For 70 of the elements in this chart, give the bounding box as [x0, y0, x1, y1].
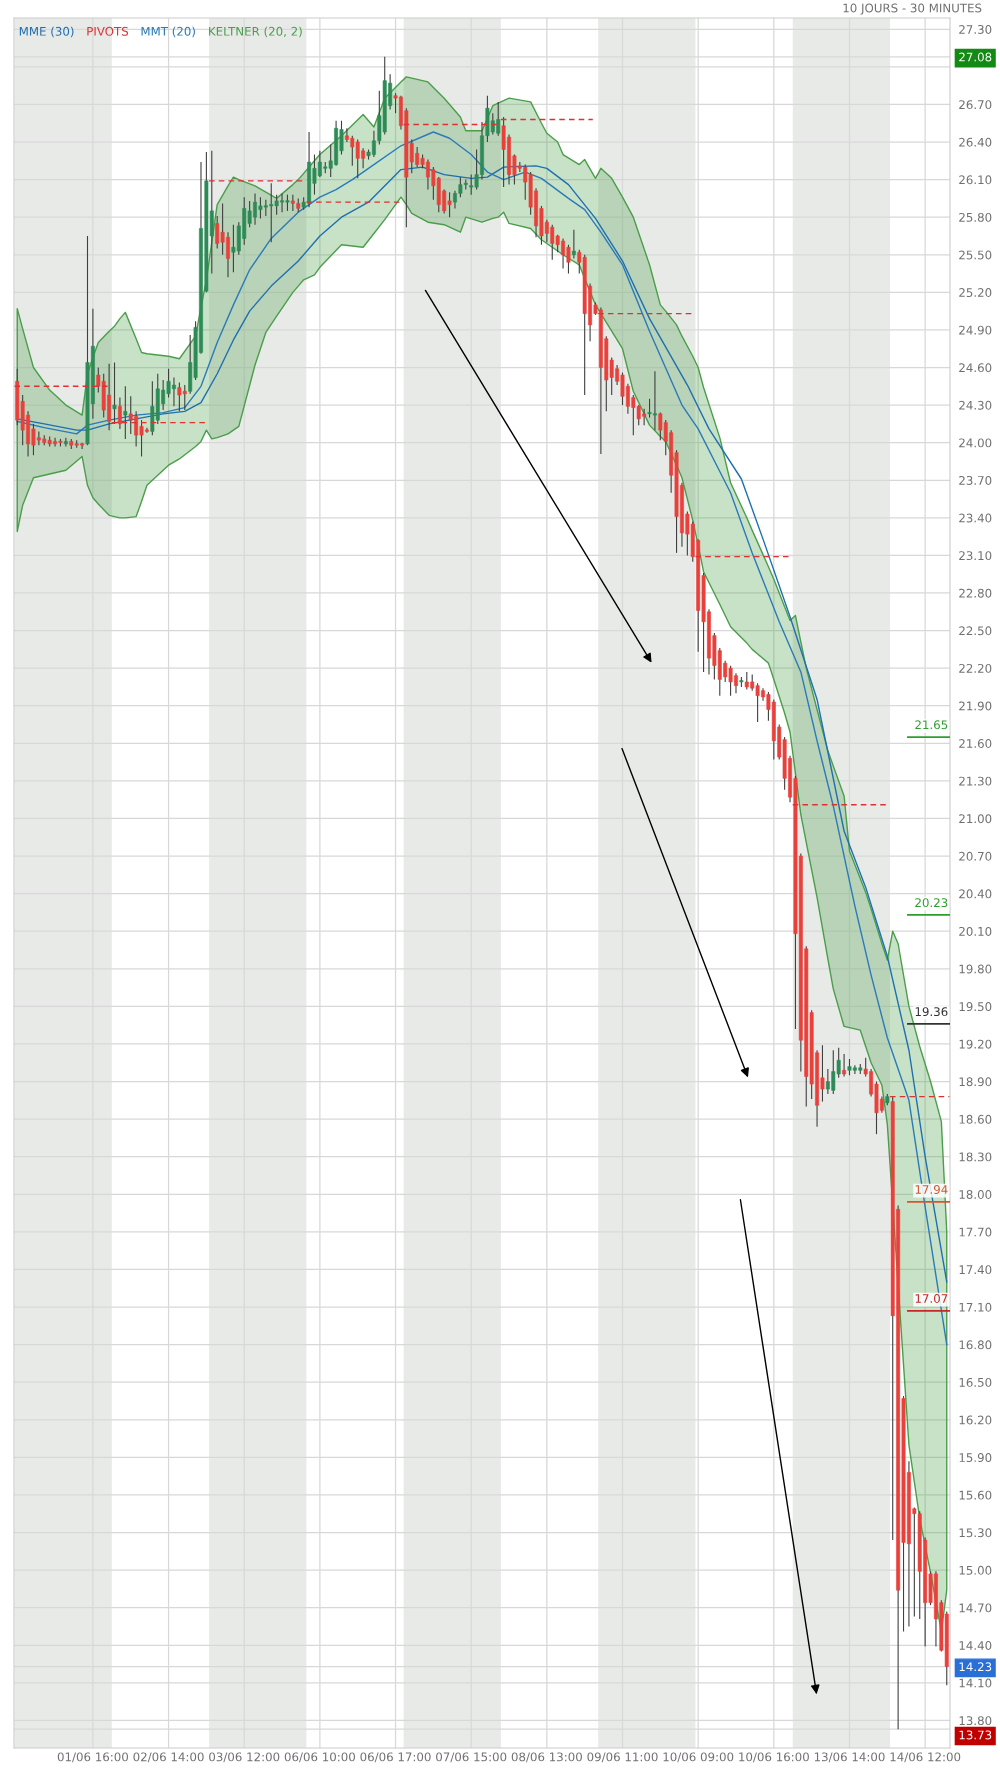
y-tick-label: 23.10: [959, 551, 992, 561]
y-tick-label: 23.70: [959, 475, 992, 485]
ref-line-label: 20.23: [915, 898, 948, 908]
x-tick-label: 10/06 09:00: [663, 1752, 734, 1763]
x-tick-label: 14/06 12:00: [890, 1752, 961, 1763]
y-tick-label: 21.30: [959, 776, 992, 786]
y-tick-label: 24.60: [959, 363, 992, 373]
y-tick-label: 21.00: [959, 814, 992, 824]
y-tick-label: 24.30: [959, 400, 992, 410]
ref-line-label: 21.65: [915, 720, 948, 730]
y-tick-label: 14.10: [959, 1678, 992, 1688]
x-tick-label: 09/06 11:00: [587, 1752, 658, 1763]
y-tick-label: 17.40: [959, 1265, 992, 1275]
x-tick-label: 08/06 13:00: [511, 1752, 582, 1763]
y-tick-label: 19.20: [959, 1039, 992, 1049]
x-tick-label: 13/06 14:00: [814, 1752, 885, 1763]
y-tick-label: 17.70: [959, 1227, 992, 1237]
y-tick-label: 18.90: [959, 1077, 992, 1087]
y-tick-label: 21.90: [959, 701, 992, 711]
y-tick-label: 14.40: [959, 1641, 992, 1650]
y-tick-label: 24.90: [959, 325, 992, 335]
y-tick-label: 20.10: [959, 926, 992, 936]
y-tick-label: 19.50: [959, 1002, 992, 1012]
y-tick-label: 14.23: [959, 1662, 992, 1672]
ref-line-label: 19.36: [915, 1007, 948, 1017]
x-tick-label: 01/06 16:00: [57, 1752, 129, 1763]
y-tick-label: 23.40: [959, 513, 992, 523]
text: MME (30): [19, 26, 74, 38]
legend-label: KELTNER (20, 2): [209, 26, 302, 38]
y-tick-label: 25.50: [959, 250, 992, 260]
text: PIVOTS: [87, 26, 129, 36]
y-tick-label: 22.50: [959, 626, 992, 636]
y-tick-label: 27.08: [959, 52, 992, 62]
x-tick-label: 06/06 10:00: [284, 1752, 355, 1763]
y-tick-label: 17.10: [959, 1302, 992, 1312]
y-tick-label: 15.00: [959, 1565, 992, 1575]
y-tick-label: 20.70: [959, 851, 992, 861]
x-tick-label: 03/06 12:00: [209, 1752, 280, 1763]
y-tick-label: 13.80: [959, 1716, 992, 1726]
text: MMT (20): [141, 26, 195, 38]
y-tick-label: 14.70: [959, 1603, 992, 1613]
y-tick-label: 26.70: [959, 100, 992, 110]
y-tick-label: 21.60: [959, 739, 992, 748]
x-tick-label: 02/06 14:00: [133, 1752, 204, 1763]
ref-line-label: 17.94: [915, 1185, 948, 1194]
x-tick-label: 06/06 17:00: [360, 1752, 431, 1763]
y-tick-label: 22.80: [959, 588, 992, 598]
y-tick-label: 24.00: [959, 438, 992, 448]
y-tick-label: 18.30: [959, 1152, 992, 1162]
y-tick-label: 15.60: [959, 1490, 992, 1500]
x-tick-label: 07/06 15:00: [436, 1752, 507, 1763]
y-tick-label: 18.60: [959, 1114, 992, 1124]
y-tick-label: 16.50: [959, 1377, 992, 1387]
y-tick-label: 27.30: [959, 25, 992, 34]
y-tick-label: 25.20: [959, 288, 992, 297]
y-tick-label: 16.20: [959, 1415, 992, 1425]
y-tick-label: 13.73: [959, 1730, 992, 1740]
x-tick-label: 10/06 16:00: [739, 1752, 809, 1763]
y-tick-label: 19.80: [959, 964, 992, 974]
y-tick-label: 15.90: [959, 1453, 992, 1463]
ref-line-label: 17.07: [915, 1294, 948, 1303]
y-tick-label: 25.80: [959, 212, 992, 222]
y-tick-label: 20.40: [959, 889, 992, 899]
y-tick-label: 18.00: [959, 1190, 992, 1199]
y-tick-label: 15.30: [959, 1528, 992, 1538]
y-tick-label: 16.80: [959, 1340, 992, 1350]
chart-subtitle: 10 JOURS - 30 MINUTES: [843, 3, 982, 15]
y-tick-label: 26.40: [959, 137, 992, 147]
y-tick-label: 22.20: [959, 663, 992, 673]
y-tick-label: 26.10: [959, 175, 992, 185]
